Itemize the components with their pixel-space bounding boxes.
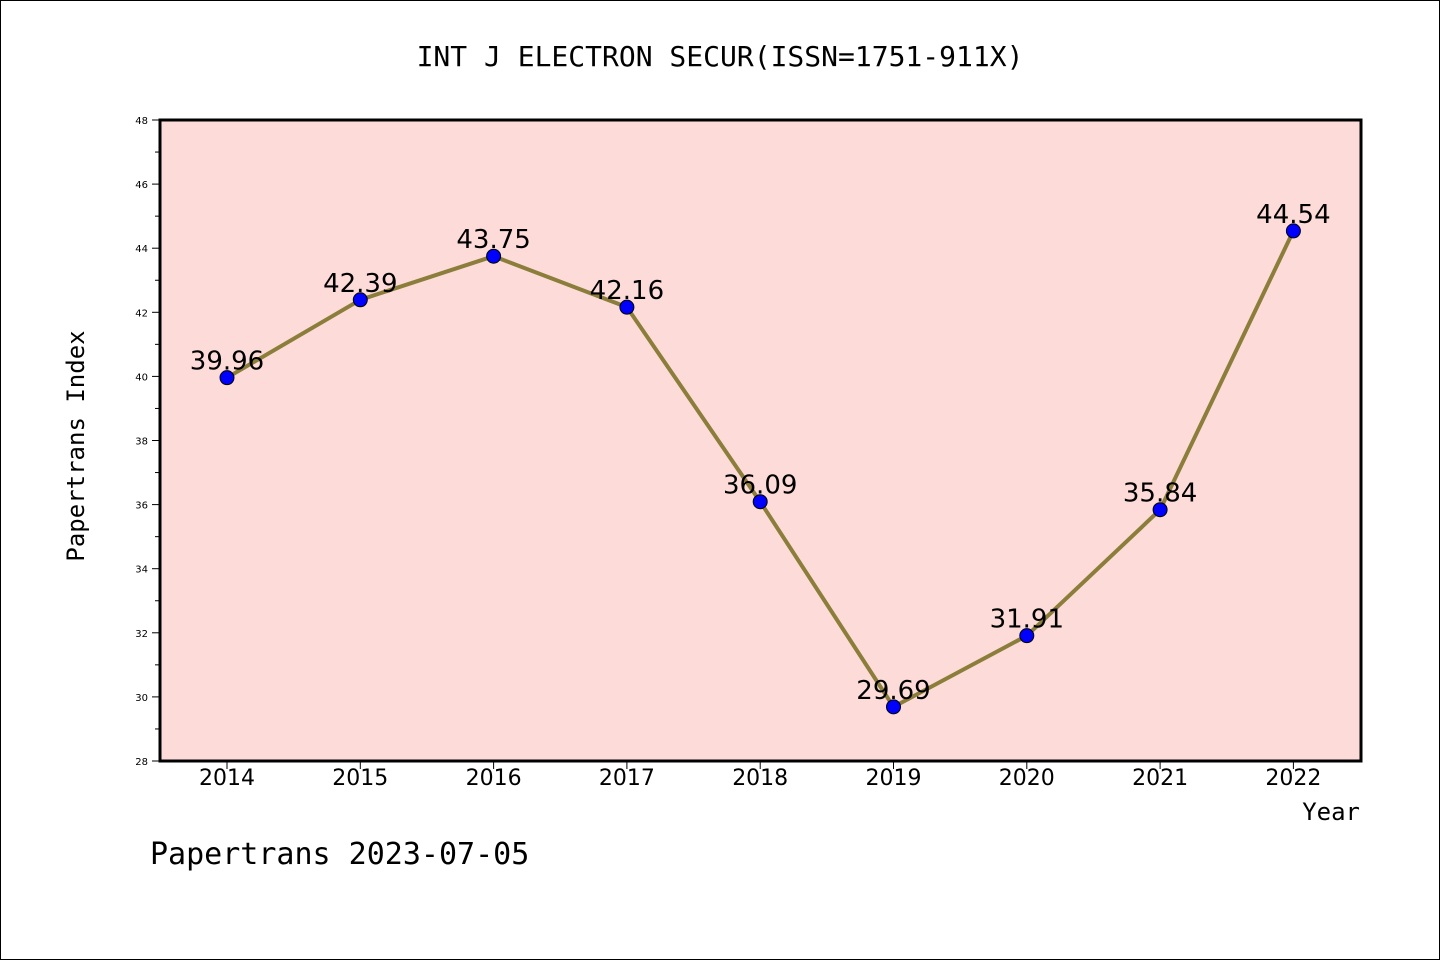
data-label: 35.84: [1123, 479, 1197, 509]
data-label: 42.39: [323, 269, 397, 299]
data-point: [1152, 502, 1168, 518]
x-tick-label: 2021: [1132, 766, 1188, 791]
x-axis: 2014 2015 2016 2017 2018 2019 2020 2021 2022: [199, 761, 1321, 791]
x-tick-label: 2018: [732, 766, 788, 791]
x-tick-label: 2022: [1265, 766, 1321, 791]
x-tick-label: 2019: [866, 766, 922, 791]
data-label: 31.91: [990, 605, 1064, 635]
x-tick-label: 2016: [466, 766, 522, 791]
x-tick-label: 2020: [999, 766, 1055, 791]
y-tick-label: 46: [135, 180, 148, 191]
y-tick-label: 38: [135, 437, 148, 448]
y-tick-label: 28: [135, 757, 148, 768]
data-point: [886, 699, 901, 715]
y-tick-label: 44: [135, 244, 148, 255]
y-axis: 28 30 32 34 36 38 40 42 44 46 48: [135, 116, 160, 768]
plot-area: [158, 118, 1363, 763]
chart-title: INT J ELECTRON SECUR(ISSN=1751-911X): [417, 40, 1024, 73]
data-label: 43.75: [456, 225, 530, 255]
data-point: [352, 292, 368, 308]
series-layer: 39.96 42.39 43.75 42.16 36.09 29.69 31.91 35.84…: [190, 200, 1331, 715]
data-label: 42.16: [590, 276, 664, 306]
y-tick-label: 40: [135, 372, 148, 383]
data-label: 44.54: [1256, 200, 1330, 230]
data-point: [619, 299, 635, 315]
data-point: [1019, 628, 1035, 644]
y-tick-label: 36: [135, 501, 148, 512]
data-point: [752, 494, 768, 510]
data-point: [219, 370, 235, 386]
data-label: 39.96: [190, 347, 264, 377]
data-point: [486, 248, 502, 264]
x-axis-label: Year: [1302, 798, 1360, 826]
data-label: 36.09: [723, 471, 797, 501]
y-axis-label: Papertrans Index: [62, 330, 90, 561]
x-tick-label: 2014: [199, 766, 255, 791]
y-tick-label: 32: [135, 629, 148, 640]
data-point: [1285, 223, 1301, 239]
x-tick-label: 2017: [599, 766, 655, 791]
x-tick-label: 2015: [332, 766, 388, 791]
y-tick-label: 48: [135, 116, 148, 127]
watermark-text: Papertrans 2023-07-05: [150, 837, 529, 872]
y-tick-label: 34: [135, 565, 148, 576]
data-label: 29.69: [856, 676, 930, 706]
y-tick-label: 42: [135, 308, 148, 319]
y-tick-label: 30: [135, 693, 148, 704]
